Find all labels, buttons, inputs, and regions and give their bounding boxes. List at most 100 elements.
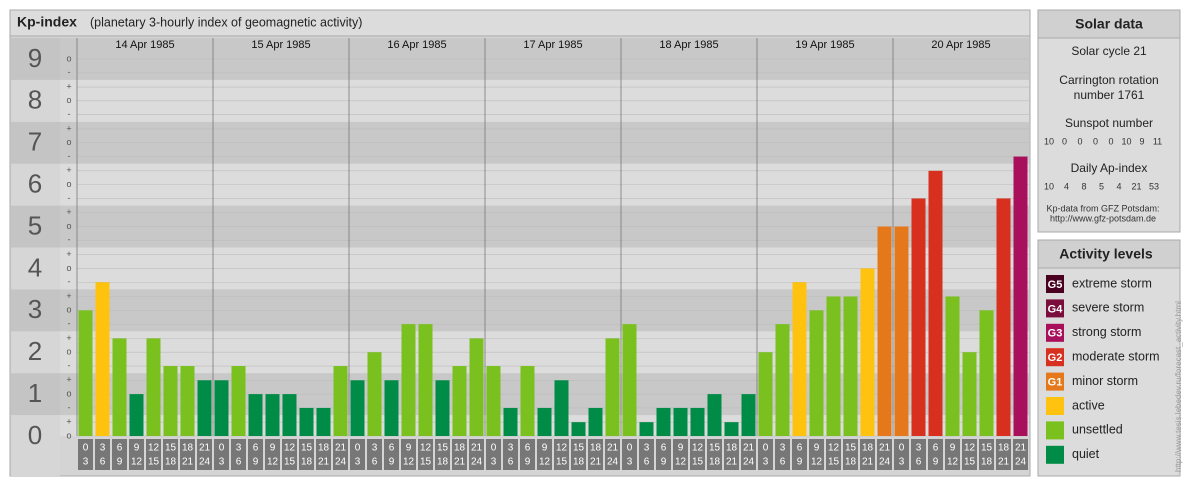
- slot-to: 6: [916, 457, 922, 468]
- label-band: [11, 38, 60, 80]
- bar: [418, 324, 433, 436]
- slot-box: [792, 439, 807, 470]
- slot-from: 9: [270, 443, 276, 454]
- bar: [928, 170, 943, 436]
- y-tick-label: 2: [28, 336, 42, 366]
- slot-from: 6: [253, 443, 259, 454]
- y-minor-label: +: [66, 417, 71, 427]
- slot-from: 6: [933, 443, 939, 454]
- slot-from: 18: [454, 443, 466, 454]
- slot-from: 9: [542, 443, 548, 454]
- slot-to: 6: [508, 457, 514, 468]
- legend-label: extreme storm: [1072, 276, 1152, 290]
- bar: [180, 366, 195, 436]
- slot-box: [316, 439, 331, 470]
- bar: [265, 394, 280, 436]
- ap-value: 53: [1149, 181, 1159, 191]
- slot-box: [656, 439, 671, 470]
- legend-swatch: [1046, 323, 1064, 342]
- slot-to: 24: [1015, 457, 1027, 468]
- slot-from: 0: [355, 443, 361, 454]
- slot-box: [469, 439, 484, 470]
- label-band: [11, 331, 60, 374]
- y-minor-label: -: [68, 360, 71, 370]
- bar: [622, 324, 637, 436]
- bar: [588, 407, 603, 436]
- slot-from: 12: [284, 443, 296, 454]
- slot-box: [928, 439, 943, 470]
- bar: [962, 352, 977, 436]
- label-band: [11, 373, 60, 416]
- slot-box: [707, 439, 722, 470]
- slot-to: 21: [182, 457, 194, 468]
- y-minor-label: -: [68, 402, 71, 412]
- legend-swatch: [1046, 372, 1064, 391]
- y-minor-label: -: [68, 109, 71, 119]
- bar: [401, 324, 416, 436]
- title-bar: [9, 9, 1031, 37]
- y-tick-label: 6: [28, 169, 42, 199]
- bar: [384, 380, 399, 436]
- slot-to: 18: [301, 457, 313, 468]
- bar: [197, 380, 212, 436]
- bar: [350, 380, 365, 436]
- slot-to: 6: [644, 457, 650, 468]
- slot-to: 3: [355, 457, 361, 468]
- bar: [248, 394, 263, 436]
- slot-from: 18: [862, 443, 874, 454]
- slot-from: 3: [508, 443, 514, 454]
- bar: [979, 310, 994, 436]
- slot-from: 21: [743, 443, 755, 454]
- slot-to: 9: [253, 457, 259, 468]
- slot-to: 18: [437, 457, 449, 468]
- bar: [112, 338, 127, 436]
- bar: [673, 407, 688, 436]
- slot-from: 12: [420, 443, 432, 454]
- slot-to: 21: [862, 457, 874, 468]
- slot-from: 3: [916, 443, 922, 454]
- slot-to: 21: [454, 457, 466, 468]
- y-minor-label: -: [68, 193, 71, 203]
- slot-to: 18: [981, 457, 993, 468]
- bar: [95, 282, 110, 436]
- legend: G5 extreme storm G4 severe storm G3 strong st…: [1046, 275, 1160, 464]
- bar: [231, 366, 246, 436]
- bar: [775, 324, 790, 436]
- legend-header: [1037, 239, 1181, 269]
- y-minor-label: +: [66, 249, 71, 259]
- slot-from: 18: [182, 443, 194, 454]
- slot-from: 21: [471, 443, 483, 454]
- solar-cycle: Solar cycle 21: [1071, 44, 1147, 58]
- bar: [163, 366, 178, 436]
- slot-from: 21: [1015, 443, 1027, 454]
- slot-from: 21: [199, 443, 211, 454]
- slot-box: [282, 439, 297, 470]
- slot-to: 12: [811, 457, 823, 468]
- slot-from: 15: [437, 443, 449, 454]
- slot-from: 21: [335, 443, 347, 454]
- slot-from: 18: [726, 443, 738, 454]
- y-minor-label: -: [68, 67, 71, 77]
- slot-box: [911, 439, 926, 470]
- y-tick-label: 5: [28, 210, 42, 240]
- slot-box: [945, 439, 960, 470]
- legend-label: active: [1072, 398, 1105, 412]
- slot-to: 6: [780, 457, 786, 468]
- y-minor-label: o: [66, 305, 71, 315]
- slot-from: 0: [899, 443, 905, 454]
- slot-box: [1013, 439, 1028, 470]
- bar: [945, 296, 960, 436]
- slot-to: 6: [372, 457, 378, 468]
- bar: [78, 310, 93, 436]
- slot-to: 24: [335, 457, 347, 468]
- slot-box: [979, 439, 994, 470]
- y-minor-label: +: [66, 123, 71, 133]
- slot-from: 9: [134, 443, 140, 454]
- slot-box: [724, 439, 739, 470]
- sunspot-number: 0: [1062, 136, 1067, 146]
- slot-to: 3: [627, 457, 633, 468]
- bar: [452, 366, 467, 436]
- y-minor-label: o: [66, 430, 71, 440]
- source: Kp-data from GFZ Potsdam:: [1046, 203, 1159, 213]
- slot-to: 18: [573, 457, 585, 468]
